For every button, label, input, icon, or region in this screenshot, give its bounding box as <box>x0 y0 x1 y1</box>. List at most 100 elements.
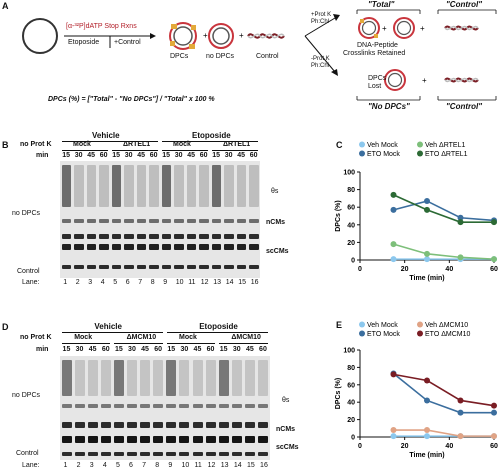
gel-band <box>149 244 159 250</box>
panel-d-gel-image <box>60 356 270 460</box>
gel-band <box>61 265 71 269</box>
gel-band <box>136 244 146 250</box>
gel-band <box>61 219 71 223</box>
data-point <box>491 409 497 416</box>
series-line-2 <box>393 200 495 222</box>
panel_b-time-6: 45 <box>137 152 146 159</box>
panel_d-time-5: 30 <box>128 346 136 353</box>
panel_b-lane-7: 8 <box>150 279 155 286</box>
gel-band <box>186 234 196 239</box>
panel_b-time-8: 15 <box>162 152 171 159</box>
gel-band <box>124 265 134 269</box>
gel-band <box>186 265 196 269</box>
panel_d-lane-1: 2 <box>76 462 81 469</box>
y-axis-label: DPCs (%) <box>335 200 342 232</box>
legend-entry-1: Veh ΔMCM10 <box>425 322 468 329</box>
gel-band <box>179 404 190 408</box>
gel-band <box>231 360 242 396</box>
panel_b-time-2: 45 <box>87 152 96 159</box>
data-point <box>457 409 464 416</box>
panel_b-time-13: 30 <box>224 152 233 159</box>
ph-chl-plus-label: Ph:Chl <box>311 19 330 25</box>
gel-band <box>111 219 121 223</box>
panel_d-group-line-0 <box>62 332 163 333</box>
gel-band <box>199 219 209 223</box>
x-tick-label: 40 <box>445 443 453 450</box>
panel_d-lane-0: 1 <box>63 462 68 469</box>
gel-band <box>113 422 124 428</box>
panel_b-time-9: 30 <box>174 152 183 159</box>
panel-d-control-label: Control <box>16 450 39 457</box>
panel_d-time-2: 45 <box>88 346 97 353</box>
data-point <box>424 377 430 384</box>
data-point <box>491 256 497 263</box>
legend-marker-1 <box>417 141 423 148</box>
gel-band <box>153 404 164 408</box>
data-point <box>424 427 430 434</box>
gel-band <box>218 436 229 443</box>
legend-entry-2: ETO Mock <box>367 331 400 338</box>
panel_b-group-0: Vehicle <box>92 131 120 140</box>
gel-band <box>236 219 246 223</box>
gel-band <box>218 404 229 408</box>
panel-d-sccms-band: scCMs <box>276 444 299 451</box>
y-tick-label: 0 <box>351 435 355 442</box>
panel_d-time-0: 15 <box>62 346 71 353</box>
panel_d-lane-7: 8 <box>155 462 160 469</box>
legend-entry-3: ETO ΔMCM10 <box>425 331 470 338</box>
gel-band <box>111 265 121 269</box>
gel-band <box>192 422 203 428</box>
svg-text:+: + <box>422 76 427 85</box>
series-line-1 <box>393 243 495 260</box>
data-point <box>424 397 430 404</box>
gel-band <box>231 436 242 443</box>
gel-band <box>127 436 138 443</box>
gel-band <box>87 452 98 456</box>
gel-band <box>186 244 196 250</box>
total-heading: "Total" <box>368 0 395 9</box>
legend-marker-2 <box>359 330 365 337</box>
gel-band <box>113 360 124 396</box>
gel-band <box>231 404 242 408</box>
legend-entry-0: Veh Mock <box>367 322 398 329</box>
panel_b-sublabel-3: ΔRTEL1 <box>223 141 251 148</box>
panel-b-label: B <box>2 140 9 150</box>
panel_d-lane-4: 5 <box>115 462 120 469</box>
panel_d-lane-2: 3 <box>89 462 94 469</box>
panel_b-sublabel-line-2 <box>162 150 208 151</box>
gel-band <box>244 360 255 396</box>
gel-band <box>161 165 171 207</box>
reaction-label: [α-³²P]dATP Stop Rxns <box>66 23 137 30</box>
gel-band <box>74 244 84 250</box>
gel-band <box>224 265 234 269</box>
panel_b-lane-8: 9 <box>163 279 168 286</box>
gel-band <box>236 244 246 250</box>
panel_b-sublabel-2: Mock <box>173 141 191 148</box>
gel-band <box>86 165 96 207</box>
y-tick-label: 80 <box>347 365 355 372</box>
panel_b-time-0: 15 <box>62 152 71 159</box>
crosslinked-protein-icon <box>171 24 177 29</box>
panel-b-no-dpcs-label: no DPCs <box>12 210 41 217</box>
gel-band <box>99 219 109 223</box>
panel_d-lane-3: 4 <box>102 462 107 469</box>
panel-d-label: D <box>2 322 9 332</box>
legend-marker-1 <box>417 321 423 328</box>
gel-band <box>166 422 177 428</box>
gel-band <box>236 265 246 269</box>
legend-entry-1: Veh ΔRTEL1 <box>425 142 465 149</box>
plasmid-icon <box>22 18 58 54</box>
gel-band <box>74 265 84 269</box>
svg-text:+: + <box>203 31 208 40</box>
data-point <box>390 427 397 434</box>
data-point <box>457 214 464 221</box>
series-line-2 <box>392 372 494 414</box>
panel_d-time-10: 45 <box>193 346 202 353</box>
gel-band <box>99 265 109 269</box>
gel-band <box>249 234 259 239</box>
gel-band <box>99 234 109 239</box>
gel-band <box>113 452 124 456</box>
gel-band <box>192 404 203 408</box>
data-point <box>491 402 497 409</box>
